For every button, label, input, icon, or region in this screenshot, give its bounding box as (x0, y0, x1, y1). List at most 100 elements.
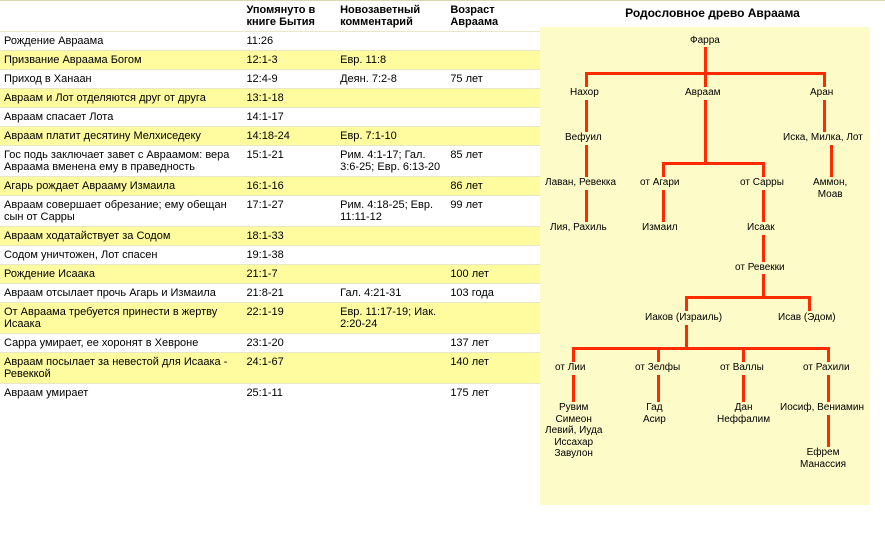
cell-nt (336, 353, 446, 384)
tree-node-avraam: Авраам (685, 87, 721, 99)
tree-node-otzelfy: от Зелфы (635, 362, 680, 374)
family-tree: ФарраНахорАвраамАранВефуилИска, Милка, Л… (540, 27, 870, 505)
cell-age: 86 лет (446, 177, 540, 196)
cell-event: Авраам спасает Лота (0, 108, 242, 127)
cell-event: Рождение Исаака (0, 265, 242, 284)
tree-connector (685, 296, 688, 311)
cell-event: Рождение Авраама (0, 32, 242, 51)
events-table-panel: Упомянуто в книге Бытия Новозаветный ком… (0, 0, 540, 402)
tree-connector (827, 347, 830, 362)
tree-connector (808, 296, 811, 311)
cell-nt (336, 265, 446, 284)
tree-node-gad: ГадАсир (643, 402, 666, 425)
tree-node-isav: Исав (Эдом) (778, 312, 836, 324)
tree-node-otrahili: от Рахили (803, 362, 850, 374)
cell-ref: 12:1-3 (242, 51, 336, 70)
cell-age: 100 лет (446, 265, 540, 284)
table-row: Призвание Авраама Богом12:1-3Евр. 11:8 (0, 51, 540, 70)
table-row: Гос подь заключает завет с Авраамом: вер… (0, 146, 540, 177)
tree-connector (685, 325, 688, 347)
table-header-row: Упомянуто в книге Бытия Новозаветный ком… (0, 1, 540, 32)
cell-nt (336, 89, 446, 108)
tree-node-aran: Аран (810, 87, 833, 99)
tree-node-ruvim: РувимСимеонЛевий, ИудаИссахарЗавулон (545, 402, 602, 460)
tree-connector (662, 162, 665, 177)
tree-connector (704, 47, 707, 72)
cell-ref: 21:1-7 (242, 265, 336, 284)
header-genesis-ref: Упомянуто в книге Бытия (242, 1, 336, 32)
cell-age: 137 лет (446, 334, 540, 353)
header-age: Возраст Авраама (446, 1, 540, 32)
tree-connector (704, 72, 707, 87)
cell-nt: Рим. 4:1-17; Гал. 3:6-25; Евр. 6:13-20 (336, 146, 446, 177)
cell-ref: 24:1-67 (242, 353, 336, 384)
tree-connector (662, 190, 665, 222)
cell-age (446, 303, 540, 334)
cell-ref: 14:18-24 (242, 127, 336, 146)
cell-nt: Евр. 11:17-19; Иак. 2:20-24 (336, 303, 446, 334)
tree-connector (585, 190, 588, 222)
tree-connector (657, 375, 660, 402)
table-row: Авраам ходатайствует за Содом18:1-33 (0, 227, 540, 246)
cell-age: 175 лет (446, 384, 540, 403)
table-row: Авраам умирает25:1-11175 лет (0, 384, 540, 403)
cell-event: Агарь рождает Аврааму Измаила (0, 177, 242, 196)
table-row: Рождение Авраама11:26 (0, 32, 540, 51)
tree-node-iska: Иска, Милка, Лот (783, 132, 863, 144)
tree-connector (685, 296, 810, 299)
cell-nt (336, 384, 446, 403)
cell-ref: 22:1-19 (242, 303, 336, 334)
tree-panel: Родословное древо Авраама ФарраНахорАвра… (540, 0, 885, 505)
table-row: Авраам и Лот отделяются друг от друга13:… (0, 89, 540, 108)
tree-node-iosif: Иосиф, Вениамин (780, 402, 864, 414)
table-row: Сарра умирает, ее хоронят в Хевроне23:1-… (0, 334, 540, 353)
cell-nt (336, 32, 446, 51)
cell-age (446, 89, 540, 108)
cell-nt (336, 108, 446, 127)
tree-node-lavan: Лаван, Ревекка (545, 177, 616, 189)
cell-ref: 25:1-11 (242, 384, 336, 403)
cell-event: Гос подь заключает завет с Авраамом: вер… (0, 146, 242, 177)
tree-node-liya: Лия, Рахиль (550, 222, 607, 234)
tree-connector (827, 415, 830, 447)
cell-age (446, 51, 540, 70)
table-row: Авраам отсылает прочь Агарь и Измаила21:… (0, 284, 540, 303)
cell-ref: 18:1-33 (242, 227, 336, 246)
tree-connector (762, 235, 765, 262)
tree-connector (742, 375, 745, 402)
tree-node-vefuil: Вефуил (565, 132, 602, 144)
cell-event: Приход в Ханаан (0, 70, 242, 89)
cell-event: Содом уничтожен, Лот спасен (0, 246, 242, 265)
tree-connector (572, 347, 575, 362)
tree-connector (657, 347, 660, 362)
tree-node-otsarry: от Сарры (740, 177, 784, 189)
tree-connector (830, 145, 833, 177)
cell-age: 140 лет (446, 353, 540, 384)
tree-connector (742, 347, 745, 362)
tree-connector (762, 274, 765, 296)
tree-node-efrem: ЕфремМанассия (800, 447, 846, 470)
cell-event: Авраам посылает за невестой для Исаака -… (0, 353, 242, 384)
cell-event: От Авраама требуется принести в жертву И… (0, 303, 242, 334)
tree-connector (762, 162, 765, 177)
tree-connector (585, 100, 588, 132)
cell-ref: 13:1-18 (242, 89, 336, 108)
cell-nt (336, 334, 446, 353)
cell-age (446, 246, 540, 265)
tree-node-otlii: от Лии (555, 362, 585, 374)
cell-nt (336, 177, 446, 196)
cell-age (446, 227, 540, 246)
tree-connector (585, 145, 588, 177)
cell-ref: 16:1-16 (242, 177, 336, 196)
tree-node-izmail: Измаил (642, 222, 678, 234)
tree-connector (572, 347, 827, 350)
cell-event: Призвание Авраама Богом (0, 51, 242, 70)
cell-nt: Евр. 11:8 (336, 51, 446, 70)
tree-connector (585, 72, 588, 87)
cell-nt: Рим. 4:18-25; Евр. 11:11-12 (336, 196, 446, 227)
table-row: Агарь рождает Аврааму Измаила16:1-16 86 л… (0, 177, 540, 196)
cell-nt (336, 246, 446, 265)
tree-node-dan: ДанНеффалим (717, 402, 770, 425)
header-event (0, 1, 242, 32)
cell-nt: Евр. 7:1-10 (336, 127, 446, 146)
